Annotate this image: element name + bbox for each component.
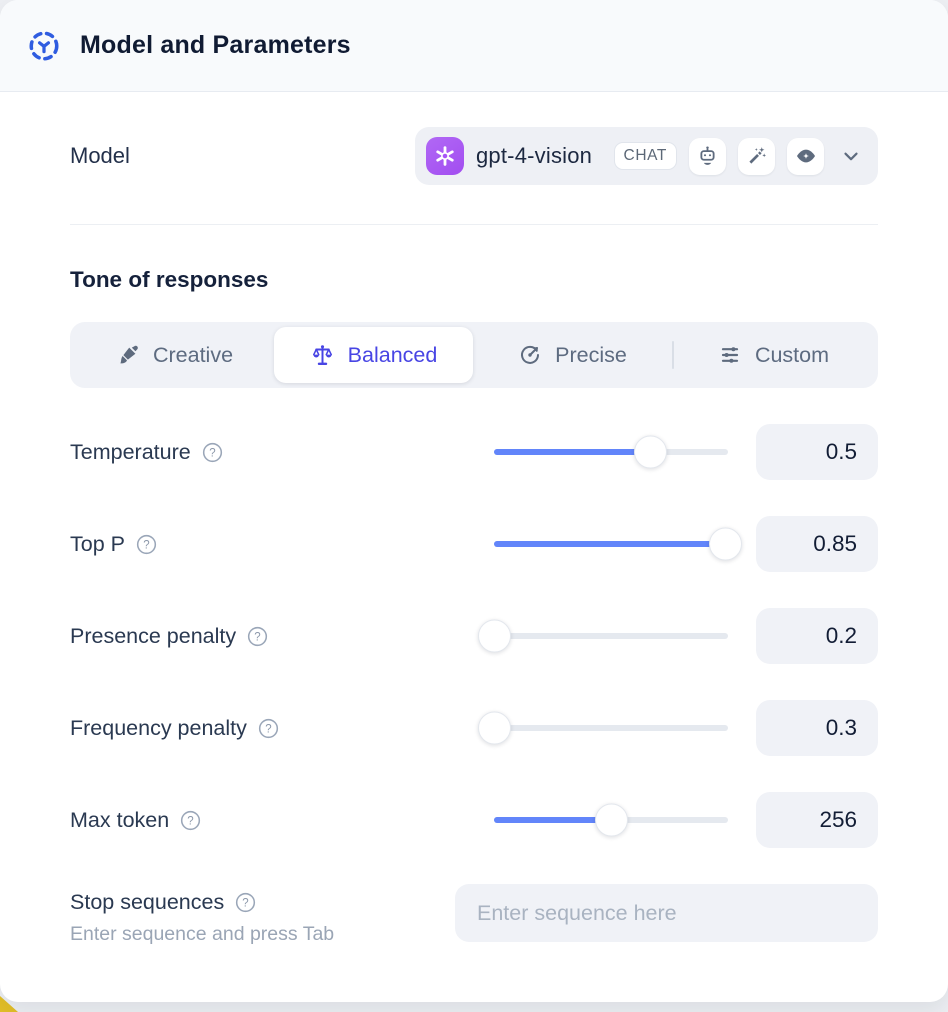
chat-type-badge: CHAT	[613, 142, 677, 170]
param-label: Top P	[70, 531, 125, 556]
svg-text:?: ?	[209, 447, 215, 459]
stop-sequences-hint: Enter sequence and press Tab	[70, 923, 335, 945]
svg-text:?: ?	[265, 723, 271, 735]
help-icon[interactable]: ?	[234, 891, 257, 914]
param-label: Temperature	[70, 439, 191, 464]
param-row-presence-penalty: Presence penalty ? 0.2	[70, 608, 878, 664]
param-slider[interactable]	[494, 435, 728, 469]
target-icon	[518, 343, 542, 367]
tone-option-precise[interactable]: Precise	[473, 327, 672, 383]
sliders-icon	[718, 343, 742, 367]
param-row-frequency-penalty: Frequency penalty ? 0.3	[70, 700, 878, 756]
tone-option-label: Custom	[754, 342, 830, 367]
tone-option-balanced[interactable]: Balanced	[274, 327, 473, 383]
tone-segmented-control: Creative Balanced	[70, 322, 878, 388]
balance-scale-icon	[310, 343, 335, 368]
openai-logo	[426, 137, 464, 175]
model-row: Model	[70, 127, 878, 185]
stop-sequences-row: Stop sequences ? Enter sequence and pres…	[70, 884, 878, 946]
tone-option-creative[interactable]: Creative	[75, 327, 274, 383]
param-value[interactable]: 256	[756, 792, 878, 848]
svg-text:?: ?	[243, 898, 249, 910]
param-row-top-p: Top P ? 0.85	[70, 516, 878, 572]
segment-divider	[672, 341, 674, 369]
paintbrush-icon	[116, 343, 140, 367]
help-icon[interactable]: ?	[246, 625, 269, 648]
svg-text:?: ?	[187, 815, 193, 827]
model-hub-icon	[26, 28, 62, 64]
param-value[interactable]: 0.5	[756, 424, 878, 480]
param-slider[interactable]	[477, 711, 728, 745]
magic-wand-icon	[738, 137, 775, 175]
slider-thumb[interactable]	[709, 527, 743, 561]
svg-text:?: ?	[254, 631, 260, 643]
param-label: Max token	[70, 807, 170, 832]
param-value[interactable]: 0.2	[756, 608, 878, 664]
param-slider[interactable]	[494, 803, 728, 837]
param-value[interactable]: 0.3	[756, 700, 878, 756]
param-row-max-token: Max token ? 256	[70, 792, 878, 848]
stop-sequences-label: Stop sequences	[70, 890, 225, 914]
param-slider[interactable]	[477, 619, 728, 653]
tone-heading: Tone of responses	[70, 267, 269, 292]
robot-icon	[689, 137, 726, 175]
tone-option-custom[interactable]: Custom	[674, 327, 873, 383]
tone-option-label: Precise	[555, 342, 627, 367]
panel-header: Model and Parameters	[0, 0, 948, 92]
param-row-temperature: Temperature ? 0.5	[70, 424, 878, 480]
param-value[interactable]: 0.85	[756, 516, 878, 572]
chevron-down-icon	[840, 145, 862, 167]
help-icon[interactable]: ?	[201, 441, 224, 464]
panel-title: Model and Parameters	[80, 31, 351, 59]
vision-eye-icon	[787, 137, 824, 175]
slider-thumb[interactable]	[477, 711, 511, 745]
help-icon[interactable]: ?	[135, 533, 158, 556]
slider-thumb[interactable]	[634, 435, 668, 469]
stop-sequence-input[interactable]	[455, 884, 878, 942]
section-divider	[70, 224, 878, 225]
model-name: gpt-4-vision	[476, 143, 593, 168]
tone-option-label: Balanced	[347, 342, 438, 367]
model-label: Model	[70, 143, 130, 168]
param-slider[interactable]	[494, 527, 743, 561]
slider-thumb[interactable]	[477, 619, 511, 653]
slider-thumb[interactable]	[594, 803, 628, 837]
help-icon[interactable]: ?	[179, 809, 202, 832]
param-label: Frequency penalty	[70, 715, 247, 740]
tone-option-label: Creative	[152, 342, 234, 367]
model-selector-dropdown[interactable]: gpt-4-vision CHAT	[415, 127, 878, 185]
param-label: Presence penalty	[70, 623, 237, 648]
help-icon[interactable]: ?	[257, 717, 280, 740]
svg-text:?: ?	[143, 539, 149, 551]
